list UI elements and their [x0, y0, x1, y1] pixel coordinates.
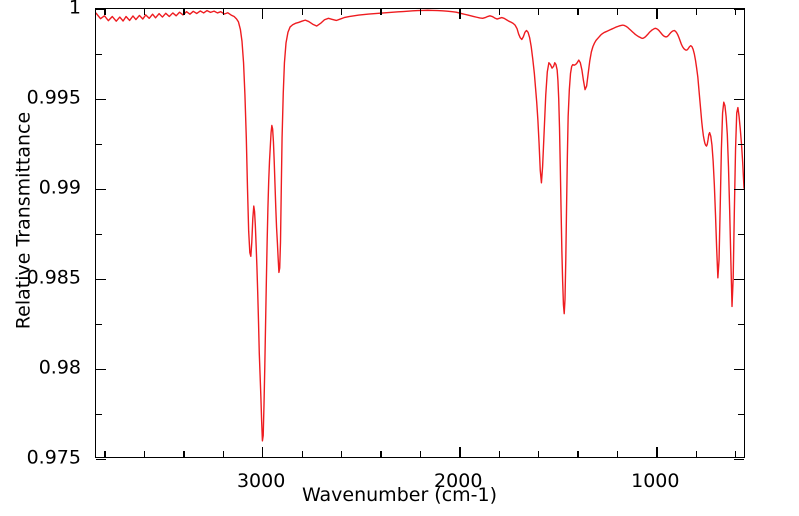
y-tick-label: 0.995: [26, 86, 81, 109]
y-tick-right: [738, 234, 744, 236]
spectrum-line-svg: [96, 9, 744, 442]
x-tick: [262, 447, 264, 457]
y-tick: [96, 189, 106, 191]
x-tick: [695, 451, 698, 457]
y-tick: [96, 369, 106, 371]
x-tick: [340, 451, 343, 457]
y-tick-right: [738, 414, 744, 416]
x-axis-title: Wavenumber (cm-1): [301, 484, 498, 506]
x-tick-top: [222, 9, 225, 15]
x-tick: [616, 451, 619, 457]
y-tick: [96, 9, 106, 11]
x-tick: [656, 447, 658, 457]
y-tick-right: [734, 9, 744, 11]
plot-area: [95, 8, 745, 461]
x-tick-top: [577, 9, 579, 15]
x-tick: [143, 451, 146, 457]
y-tick-right: [734, 279, 744, 281]
y-tick-right: [734, 99, 744, 101]
y-tick: [96, 414, 102, 416]
x-tick-top: [340, 9, 343, 15]
y-tick: [96, 459, 106, 461]
y-tick-label: 0.99: [38, 176, 81, 199]
x-tick-top: [419, 9, 422, 15]
x-tick-label: 3000: [236, 470, 286, 492]
x-tick-top: [538, 9, 540, 15]
y-tick: [96, 144, 102, 146]
x-tick-top: [301, 9, 303, 15]
x-tick: [577, 451, 579, 457]
y-axis-title: Relative Transmittance: [12, 111, 35, 330]
x-tick: [498, 451, 500, 457]
x-tick: [459, 447, 461, 457]
x-tick: [419, 451, 422, 457]
x-tick-top: [104, 9, 106, 15]
y-tick: [96, 279, 106, 281]
y-tick-label: 0.98: [38, 356, 81, 379]
y-tick-right: [738, 324, 744, 326]
x-tick: [104, 451, 106, 457]
spectrum-trace: [96, 9, 744, 442]
x-tick-top: [183, 9, 185, 15]
x-tick-top: [380, 9, 382, 15]
x-tick-top: [143, 9, 146, 15]
x-tick-top: [262, 9, 264, 19]
x-tick-top: [735, 9, 737, 15]
x-tick-label: 2000: [434, 470, 483, 492]
y-tick-right: [734, 189, 744, 191]
x-tick: [183, 451, 185, 457]
x-tick-label: 1000: [631, 470, 680, 492]
y-tick-label: 1: [68, 0, 81, 19]
y-tick: [96, 99, 106, 101]
y-tick-label: 0.975: [26, 446, 81, 469]
x-tick: [735, 451, 737, 457]
y-tick-right: [734, 459, 744, 461]
x-tick: [301, 451, 303, 457]
x-tick-top: [498, 9, 500, 15]
x-tick: [380, 451, 382, 457]
y-tick-right: [738, 144, 744, 146]
y-tick: [96, 324, 102, 326]
y-tick-label: 0.985: [26, 266, 81, 289]
x-tick-top: [616, 9, 619, 15]
x-tick-top: [695, 9, 698, 15]
y-tick-right: [734, 369, 744, 371]
y-tick: [96, 234, 102, 236]
y-tick-right: [738, 54, 744, 56]
x-tick: [222, 451, 225, 457]
y-tick: [96, 54, 102, 56]
x-tick-top: [656, 9, 658, 19]
x-tick: [538, 451, 540, 457]
x-tick-top: [459, 9, 461, 19]
